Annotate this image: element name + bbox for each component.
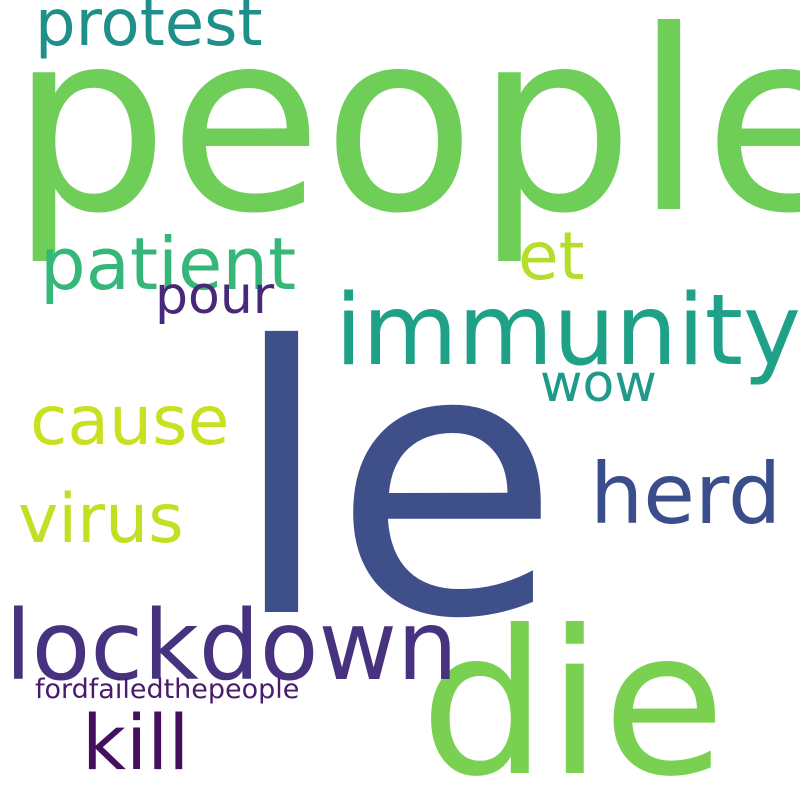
word-et: et (518, 218, 585, 295)
word-immunity: immunity (335, 274, 800, 388)
word-fordfailedthepeople: fordfailedthepeople (35, 674, 300, 705)
word-le: le (230, 270, 561, 700)
word-herd: herd (590, 445, 782, 543)
word-cause: cause (30, 382, 230, 461)
word-pour: pour (155, 266, 275, 326)
word-wow: wow (540, 354, 657, 414)
word-kill: kill (82, 698, 190, 787)
word-people: people (10, 0, 800, 268)
word-virus: virus (18, 480, 184, 559)
word-lockdown: lockdown (5, 590, 458, 702)
word-protest: protest (35, 0, 263, 61)
word-die: die (420, 588, 726, 800)
word-patient: patient (40, 222, 297, 306)
